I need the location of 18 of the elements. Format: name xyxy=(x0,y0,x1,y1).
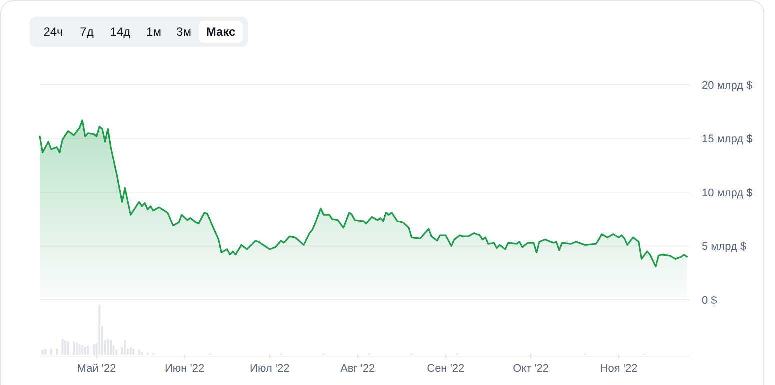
y-tick-label: 0 $ xyxy=(702,294,718,307)
x-tick-label: Авг '22 xyxy=(340,363,376,375)
text: 24ч xyxy=(44,25,64,39)
y-tick-label: 20 млрд $ xyxy=(702,80,753,92)
y-tick-label: 5 млрд $ xyxy=(702,241,747,254)
text: 1м xyxy=(146,25,162,39)
y-tick-label: 10 млрд $ xyxy=(702,187,753,200)
text: Макс xyxy=(206,25,236,39)
x-tick-label: Июл '22 xyxy=(250,363,290,375)
x-tick-label: Май '22 xyxy=(77,363,116,375)
x-tick-label: Июн '22 xyxy=(164,363,205,375)
y-tick-label: 15 млрд $ xyxy=(702,134,753,146)
x-tick-label: Сен '22 xyxy=(427,363,465,375)
x-tick-label: Ноя '22 xyxy=(600,363,638,375)
x-tick-label: Окт '22 xyxy=(513,363,550,375)
text: 3м xyxy=(176,25,192,39)
text: 14д xyxy=(110,25,131,39)
text: 7д xyxy=(80,25,94,39)
